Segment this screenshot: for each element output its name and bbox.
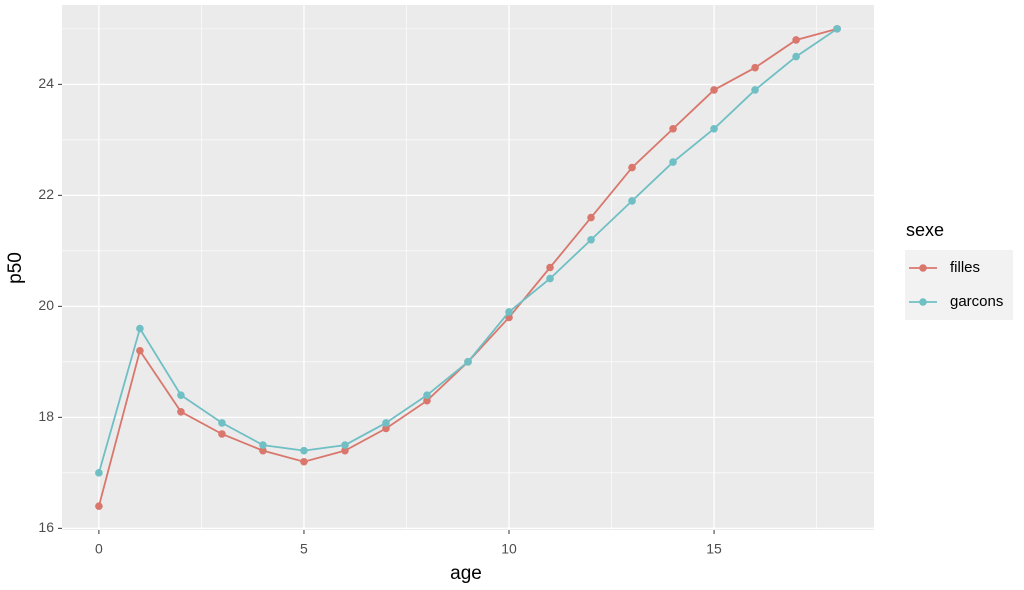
point [218,430,226,438]
point [95,502,103,510]
point [587,213,595,222]
point [300,446,308,455]
point [833,25,841,33]
point [505,308,513,316]
legend-label: garcons [950,293,1003,310]
point [341,446,349,455]
legend-title: sexe [906,220,944,240]
point [382,424,390,433]
panel [62,5,874,530]
point [710,124,718,133]
point [95,469,103,477]
y-tick-label: 22 [38,186,54,202]
point [464,358,472,366]
legend-label: filles [950,259,980,276]
y-tick-label: 16 [38,519,54,535]
point [710,86,718,94]
point [136,324,144,333]
y-tick-label: 24 [38,75,54,91]
point [177,391,185,399]
point [751,63,759,72]
point [136,346,144,355]
point [546,263,554,272]
y-tick-label: 20 [38,297,54,313]
point [792,36,800,44]
point [423,396,431,405]
point [300,457,308,466]
point [669,158,677,166]
point [259,441,267,449]
legend-key-point [919,264,927,272]
point [792,52,800,61]
point [259,446,267,455]
point [546,274,554,283]
x-tick-label: 0 [95,541,103,557]
legend-keys-bg [905,250,1013,320]
point [628,197,636,205]
x-tick-label: 15 [706,541,722,557]
point [751,86,759,94]
point [669,124,677,133]
point [382,419,390,427]
point [423,391,431,399]
point [177,407,185,416]
point [341,441,349,449]
x-tick-label: 5 [300,541,308,557]
legend-key-point [919,298,927,306]
point [218,419,226,427]
y-axis-title: p50 [5,252,26,284]
y-tick-label: 18 [38,408,54,424]
point [628,163,636,172]
x-tick-label: 10 [501,541,517,557]
point [587,235,595,244]
x-axis-title: age [450,563,482,584]
